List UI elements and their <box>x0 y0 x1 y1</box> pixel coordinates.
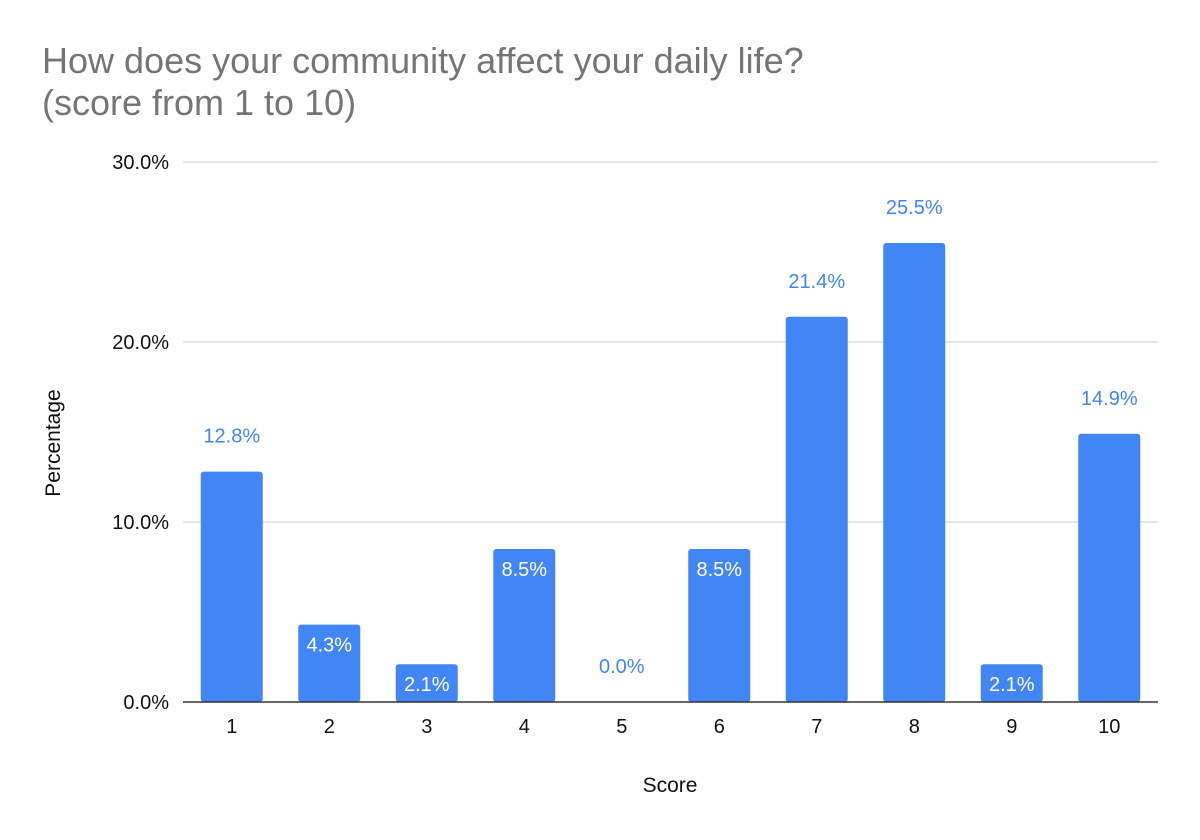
grid-lines <box>183 161 1158 523</box>
y-tick-label: 10.0% <box>112 512 169 534</box>
data-label: 8.5% <box>696 559 742 581</box>
x-tick-label: 4 <box>519 716 530 738</box>
bar <box>493 549 556 702</box>
data-label: 4.3% <box>306 635 352 657</box>
x-tick-label: 7 <box>811 716 822 738</box>
bar <box>298 624 361 702</box>
bar <box>200 471 263 702</box>
bars <box>200 243 1141 702</box>
axes: 0.0% 10.0% 20.0% 30.0% 1 2 3 4 5 6 7 8 9 10 <box>112 152 1158 738</box>
y-tick-label: 0.0% <box>123 692 169 714</box>
x-tick-label: 3 <box>421 716 432 738</box>
data-label: 14.9% <box>1081 388 1138 410</box>
y-tick-label: 30.0% <box>112 152 169 174</box>
x-tick-label: 10 <box>1098 716 1120 738</box>
data-label: 21.4% <box>788 271 845 293</box>
x-tick-label: 6 <box>714 716 725 738</box>
bar <box>883 243 946 702</box>
data-labels: 12.8% 4.3% 2.1% 8.5% 0.0% 8.5% 21.4% 25.5% 2.1% 1… <box>203 197 1137 696</box>
chart-title-line-1: How does your community affect your dail… <box>42 40 804 81</box>
bar <box>980 664 1043 702</box>
x-tick-label: 8 <box>909 716 920 738</box>
data-label: 8.5% <box>501 559 547 581</box>
data-label: 2.1% <box>989 674 1035 696</box>
x-axis-title: Score <box>643 774 698 797</box>
chart-title: How does your community affect your dail… <box>42 40 804 124</box>
y-tick-label: 20.0% <box>112 332 169 354</box>
bar <box>1078 433 1141 702</box>
data-label: 25.5% <box>886 197 943 219</box>
bar <box>785 316 848 702</box>
x-tick-label: 2 <box>324 716 335 738</box>
bar <box>395 664 458 702</box>
data-label: 0.0% <box>599 656 645 678</box>
data-label: 12.8% <box>203 426 260 448</box>
x-tick-label: 1 <box>226 716 237 738</box>
data-label: 2.1% <box>404 674 450 696</box>
x-tick-label: 5 <box>616 716 627 738</box>
y-axis-title: Percentage <box>42 389 65 496</box>
chart-title-line-2: (score from 1 to 10) <box>42 82 357 123</box>
x-tick-label: 9 <box>1006 716 1017 738</box>
bar <box>688 549 751 702</box>
